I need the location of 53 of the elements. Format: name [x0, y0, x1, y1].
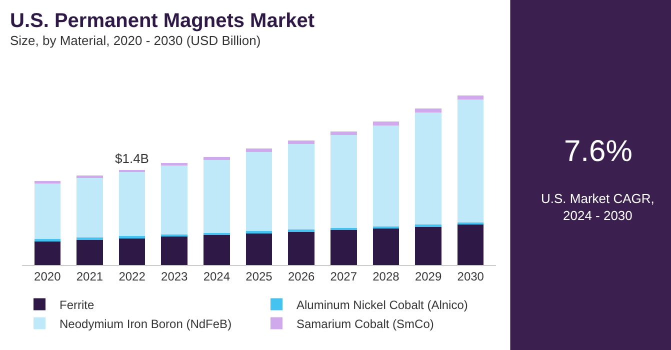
bar — [288, 232, 314, 265]
bar — [34, 242, 61, 265]
bar — [372, 228, 400, 265]
text: U.S. Market CAGR, 2024 - 2030 — [541, 191, 654, 223]
x-tick-label: 2025 — [246, 269, 273, 284]
x-tick-label: 2030 — [457, 269, 484, 284]
bar — [204, 235, 230, 265]
x-tick-label: 2024 — [203, 269, 230, 284]
bar — [457, 224, 484, 265]
legend-label: Aluminum Nickel Cobalt (Alnico) — [296, 298, 468, 312]
legend-label: Samarium Cobalt (SmCo) — [296, 316, 434, 331]
bar — [330, 132, 357, 135]
bar — [76, 178, 103, 238]
x-tick-label: 2021 — [76, 269, 104, 284]
bar — [288, 144, 314, 230]
bar — [372, 121, 400, 126]
bar — [161, 236, 188, 265]
bar — [457, 99, 484, 222]
bar — [118, 236, 146, 238]
bar — [288, 140, 314, 144]
bar — [118, 238, 146, 265]
legend-label: Neodymium Iron Boron (NdFeB) — [60, 316, 232, 331]
bar — [246, 152, 272, 232]
bar — [372, 125, 400, 226]
bar — [415, 112, 442, 225]
chart-title: U.S. Permanent Magnets Market — [10, 10, 315, 32]
text: 7.6% — [564, 135, 632, 168]
x-tick-label: 2022 — [118, 269, 146, 284]
bar — [457, 95, 484, 100]
x-tick-label: 2029 — [414, 269, 442, 284]
legend-label: Ferrite — [60, 298, 94, 312]
bar — [118, 172, 146, 236]
bar — [415, 108, 442, 112]
bar — [204, 160, 230, 233]
x-tick-label: 2023 — [161, 269, 188, 284]
bar — [204, 156, 230, 160]
bar — [246, 148, 272, 152]
bar — [330, 134, 357, 228]
annotation: $1.4B — [115, 151, 149, 166]
x-tick-label: 2020 — [34, 269, 62, 284]
bar — [330, 230, 357, 265]
bar — [161, 163, 188, 166]
bar — [246, 233, 272, 265]
chart-subtitle: Size, by Material, 2020 - 2030 (USD Billion) — [10, 33, 261, 48]
bar — [76, 240, 103, 265]
bar — [76, 175, 103, 178]
x-tick-label: 2026 — [288, 269, 315, 284]
x-tick-label: 2027 — [330, 269, 358, 284]
bar — [34, 239, 61, 242]
bar — [34, 183, 61, 240]
x-tick-label: 2028 — [372, 269, 400, 284]
bar — [415, 227, 442, 265]
bar — [161, 166, 188, 234]
